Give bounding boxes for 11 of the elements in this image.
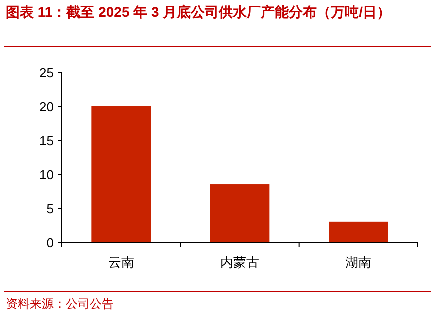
title: 图表 11：截至 2025 年 3 月底公司供水厂产能分布（万吨/日） [6, 3, 392, 22]
y-tick-label: 20 [40, 100, 54, 114]
x-tick-label: 云南 [108, 255, 134, 270]
x-tick-label: 湖南 [346, 255, 372, 270]
y-tick-label: 0 [46, 236, 54, 250]
text: 资料来源：公司公告 [6, 297, 114, 311]
y-tick-label: 5 [46, 202, 54, 216]
y-tick-label: 25 [40, 66, 54, 80]
y-tick-label: 10 [40, 168, 54, 182]
y-tick-label: 15 [40, 134, 54, 148]
x-tick-label: 内蒙古 [220, 255, 260, 270]
